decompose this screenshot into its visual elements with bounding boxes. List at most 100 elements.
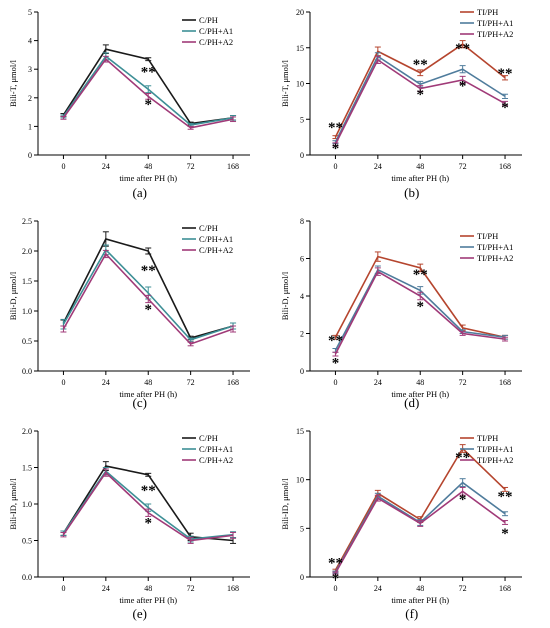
series-3: [332, 267, 509, 357]
x-tick-label: 24: [374, 378, 382, 387]
y-tick-label: 0.5: [22, 537, 32, 546]
panel-label: (e): [133, 606, 147, 621]
x-axis-label: time after PH (h): [391, 389, 449, 399]
x-axis-label: time after PH (h): [391, 173, 449, 183]
significance-marker: **: [141, 483, 156, 499]
legend-label: TI/PH+A1: [477, 444, 513, 454]
y-tick-label: 2.0: [22, 427, 32, 436]
y-axis-label: Bili-T, μmol/l: [280, 59, 290, 107]
panel-label: (d): [404, 395, 419, 410]
legend-label: C/PH: [199, 15, 218, 25]
series-line: [334, 490, 506, 574]
significance-marker: **: [498, 489, 513, 505]
y-tick-label: 2.0: [22, 247, 32, 256]
significance-marker: *: [416, 87, 424, 103]
y-tick-label: 5: [28, 8, 32, 17]
y-axis-label: Bili-T, μmol/l: [8, 59, 18, 107]
chart-panel-2: 0 5 10 15 20 0 24 48 72 168 time after PH (h) Bili-…: [280, 7, 522, 200]
x-tick-label: 72: [187, 162, 195, 171]
panel-label: (c): [133, 395, 147, 410]
y-tick-label: 0: [300, 151, 304, 160]
significance-marker: **: [455, 450, 470, 466]
x-tick-label: 24: [102, 584, 110, 593]
series-3: [332, 55, 509, 147]
x-tick-label: 168: [227, 378, 239, 387]
significance-marker: *: [332, 141, 340, 157]
significance-marker: **: [413, 57, 428, 73]
panel-label: (b): [404, 185, 419, 200]
y-tick-label: 0: [28, 151, 32, 160]
significance-marker: **: [413, 267, 428, 283]
panel-label: (f): [405, 606, 418, 621]
legend-label: TI/PH: [477, 231, 498, 241]
legend-label: C/PH+A1: [199, 234, 233, 244]
significance-marker: **: [328, 333, 343, 349]
significance-marker: *: [459, 79, 467, 95]
y-tick-label: 3: [28, 65, 32, 74]
significance-marker: *: [144, 97, 152, 113]
x-tick-label: 168: [499, 584, 511, 593]
significance-marker: *: [332, 571, 340, 587]
y-axis-label: Bili-D, μmol/l: [280, 271, 290, 320]
x-tick-label: 24: [374, 162, 382, 171]
y-tick-label: 0.5: [22, 337, 32, 346]
y-tick-label: 8: [300, 217, 304, 226]
x-tick-label: 0: [333, 584, 337, 593]
significance-marker: *: [144, 515, 152, 531]
x-tick-label: 24: [102, 162, 110, 171]
y-tick-label: 10: [296, 476, 304, 485]
chart-panel-5: 0.0 0.5 1.0 1.5 2.0 0 24 48 72 168 time after PH (…: [8, 427, 250, 621]
x-axis-label: time after PH (h): [119, 173, 177, 183]
x-tick-label: 72: [187, 584, 195, 593]
legend-label: C/PH+A1: [199, 444, 233, 454]
legend-label: C/PH: [199, 433, 218, 443]
chart-panel-6: 0 5 10 15 0 24 48 72 168 time after PH (h) Bili-ID…: [280, 427, 522, 621]
significance-marker: *: [416, 299, 424, 315]
x-tick-label: 0: [61, 162, 65, 171]
x-tick-label: 0: [333, 378, 337, 387]
legend-label: TI/PH: [477, 433, 498, 443]
y-tick-label: 0.0: [22, 367, 32, 376]
significance-marker: **: [455, 41, 470, 57]
series-1: [332, 40, 509, 140]
series-3: [332, 486, 509, 575]
significance-marker: *: [144, 302, 152, 318]
x-tick-label: 48: [144, 378, 152, 387]
x-tick-label: 0: [333, 162, 337, 171]
x-tick-label: 24: [102, 378, 110, 387]
y-tick-label: 10: [296, 80, 304, 89]
x-tick-label: 48: [144, 162, 152, 171]
y-tick-label: 4: [300, 292, 304, 301]
y-tick-label: 15: [296, 427, 304, 436]
y-tick-label: 15: [296, 44, 304, 53]
legend-label: C/PH: [199, 223, 218, 233]
x-tick-label: 72: [459, 584, 467, 593]
y-tick-label: 1.0: [22, 500, 32, 509]
x-tick-label: 168: [499, 162, 511, 171]
significance-marker: *: [332, 355, 340, 371]
series-2: [60, 244, 237, 343]
y-tick-label: 1.5: [22, 277, 32, 286]
legend-label: TI/PH+A1: [477, 242, 513, 252]
significance-marker: *: [501, 100, 509, 116]
legend-label: TI/PH+A2: [477, 29, 513, 39]
y-axis-label: Bili-ID, μmol/l: [280, 478, 290, 530]
legend: C/PHC/PH+A1C/PH+A2: [182, 223, 233, 255]
x-tick-label: 168: [227, 162, 239, 171]
chart-panel-1: 0 1 2 3 4 5 0 24 48 72 168 time after PH (h) Bili-T,…: [8, 8, 250, 200]
legend: C/PHC/PH+A1C/PH+A2: [182, 433, 233, 465]
x-tick-label: 168: [499, 378, 511, 387]
x-axis-label: time after PH (h): [391, 595, 449, 605]
legend-label: C/PH+A2: [199, 37, 233, 47]
x-tick-label: 48: [144, 584, 152, 593]
legend-label: TI/PH: [477, 7, 498, 17]
x-axis-label: time after PH (h): [119, 389, 177, 399]
y-tick-label: 0: [300, 367, 304, 376]
y-tick-label: 5: [300, 115, 304, 124]
significance-marker: **: [498, 66, 513, 82]
y-axis-label: Bili-D, μmol/l: [8, 271, 18, 320]
